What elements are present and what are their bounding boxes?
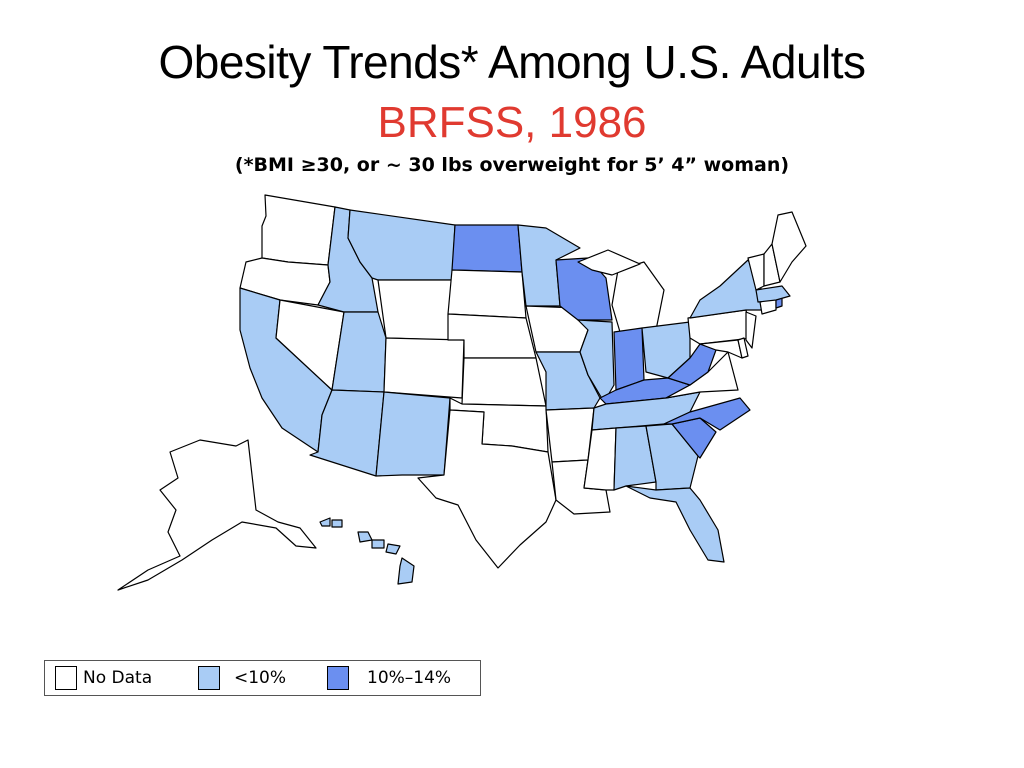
state-hawaii-6[interactable] bbox=[397, 557, 415, 585]
state-florida[interactable] bbox=[625, 485, 725, 563]
legend-item-10-14: 10%–14% bbox=[327, 666, 451, 690]
state-alaska[interactable] bbox=[117, 439, 317, 591]
state-kansas[interactable] bbox=[461, 357, 547, 407]
state-indiana[interactable] bbox=[613, 327, 645, 391]
bmi-footnote: (*BMI ≥30, or ~ 30 lbs overweight for 5’… bbox=[234, 154, 790, 176]
state-illinois[interactable] bbox=[577, 319, 615, 403]
state-arkansas[interactable] bbox=[545, 407, 595, 463]
state-hawaii-5[interactable] bbox=[385, 543, 401, 555]
state-hawaii-3[interactable] bbox=[357, 531, 373, 543]
page-title: Obesity Trends* Among U.S. Adults bbox=[158, 36, 866, 88]
map-legend: No Data <10% 10%–14% bbox=[44, 660, 481, 696]
state-washington[interactable] bbox=[261, 194, 336, 266]
state-north-carolina[interactable] bbox=[663, 397, 751, 431]
state-colorado[interactable] bbox=[383, 337, 465, 399]
state-wyoming[interactable] bbox=[377, 279, 453, 341]
state-maine[interactable] bbox=[771, 211, 807, 283]
state-massachusetts[interactable] bbox=[755, 285, 791, 303]
state-michigan-upper[interactable] bbox=[577, 249, 641, 276]
legend-swatch bbox=[198, 666, 220, 690]
legend-swatch bbox=[55, 666, 77, 690]
legend-item-under-10: <10% bbox=[198, 666, 286, 690]
legend-label: 10%–14% bbox=[367, 668, 452, 688]
state-hawaii-2[interactable] bbox=[331, 519, 343, 528]
legend-swatch bbox=[327, 666, 349, 690]
state-hawaii-4[interactable] bbox=[371, 539, 385, 549]
state-maryland[interactable] bbox=[699, 339, 743, 359]
legend-label: No Data bbox=[83, 668, 153, 688]
legend-label: <10% bbox=[234, 668, 287, 688]
state-alabama[interactable] bbox=[613, 425, 657, 491]
state-delaware[interactable] bbox=[737, 337, 749, 359]
state-north-dakota[interactable] bbox=[451, 224, 523, 273]
state-texas[interactable] bbox=[417, 409, 557, 569]
state-new-jersey[interactable] bbox=[745, 311, 757, 349]
state-new-mexico[interactable] bbox=[375, 391, 451, 477]
state-south-dakota[interactable] bbox=[447, 269, 527, 319]
page-subtitle: BRFSS, 1986 bbox=[377, 98, 647, 147]
legend-item-no-data: No Data bbox=[55, 666, 152, 690]
state-hawaii-1[interactable] bbox=[319, 517, 331, 527]
